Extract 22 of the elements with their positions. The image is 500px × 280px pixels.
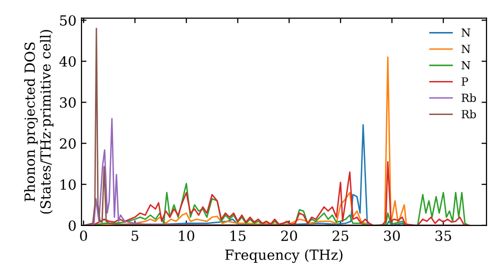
legend-label: Rb (462, 110, 476, 118)
legend-label: N (462, 28, 470, 37)
y-tick-label: 0 (68, 220, 76, 231)
y-axis-title: Phonon projected DOS (States/THz·primitive cell) (24, 30, 54, 214)
y-tick-label: 40 (59, 56, 76, 67)
y-tick-label: 30 (60, 97, 76, 108)
y-tick-label: 10 (60, 179, 76, 190)
y-tick-label: 20 (60, 138, 76, 149)
x-axis-title: Frequency (THz) (225, 249, 342, 263)
legend-label: Rb (462, 93, 476, 102)
x-tick-label: 5 (132, 230, 138, 242)
x-tick-label: 10 (179, 230, 194, 242)
legend-label: N (462, 44, 470, 54)
x-tick-label: 0 (80, 230, 88, 242)
legend-label: P (462, 77, 468, 86)
x-tick-label: 15 (230, 230, 246, 242)
legend-label: N (462, 61, 470, 70)
x-tick-label: 35 (436, 230, 452, 242)
y-tick-label: 50 (60, 15, 76, 26)
x-tick-label: 20 (281, 230, 298, 242)
x-tick-label: 25 (332, 230, 348, 242)
x-tick-label: 30 (384, 230, 400, 242)
